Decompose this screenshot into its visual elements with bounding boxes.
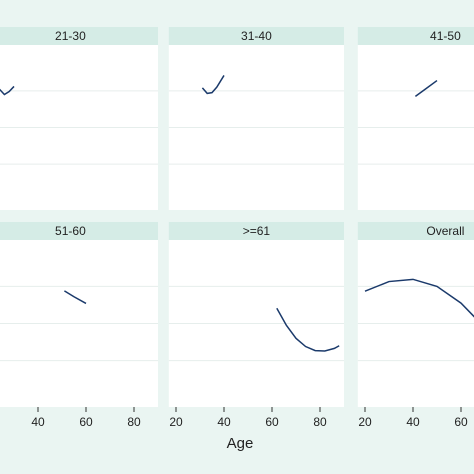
- x-axis-label: Age: [227, 435, 254, 452]
- x-tick-label: 60: [79, 415, 93, 429]
- data-line: [64, 290, 87, 305]
- data-line: [364, 278, 474, 318]
- panel-title: Overall: [426, 224, 464, 238]
- x-tick-label: 80: [313, 415, 327, 429]
- panel-title: 51-60: [55, 224, 86, 238]
- panel-title: 41-50: [430, 29, 461, 43]
- x-tick-label: 20: [169, 415, 183, 429]
- panel-title: 21-30: [55, 29, 86, 43]
- panel-title: 31-40: [241, 29, 272, 43]
- panel-header: [168, 27, 344, 45]
- panel-title: >=61: [243, 224, 271, 238]
- data-line: [414, 79, 438, 97]
- x-tick-label: 40: [406, 415, 420, 429]
- x-tick-label: 60: [265, 415, 279, 429]
- x-tick-label: 80: [127, 415, 141, 429]
- x-tick-label: 20: [358, 415, 372, 429]
- panel-header: [0, 222, 158, 240]
- panel-header: [0, 27, 158, 45]
- data-line: [201, 75, 225, 95]
- data-line: [276, 307, 340, 352]
- panel-header: [357, 222, 474, 240]
- x-tick-label: 40: [217, 415, 231, 429]
- data-line: [0, 85, 15, 96]
- panel-header: [357, 27, 474, 45]
- panel-header: [168, 222, 344, 240]
- x-tick-label: 60: [454, 415, 468, 429]
- x-tick-label: 40: [31, 415, 45, 429]
